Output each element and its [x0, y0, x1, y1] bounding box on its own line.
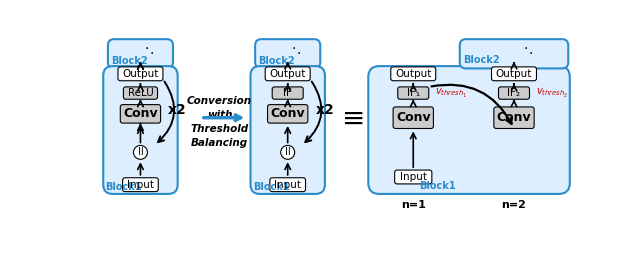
- FancyBboxPatch shape: [460, 39, 568, 68]
- FancyBboxPatch shape: [270, 178, 305, 192]
- Text: Output: Output: [395, 69, 431, 79]
- Text: II: II: [285, 147, 291, 157]
- FancyBboxPatch shape: [123, 178, 158, 192]
- Text: Conversion
with
Threshold
Balancing: Conversion with Threshold Balancing: [187, 95, 252, 148]
- Text: II: II: [138, 147, 143, 157]
- FancyBboxPatch shape: [108, 39, 173, 68]
- Text: Output: Output: [496, 69, 532, 79]
- Text: $v_{thresh_1}$: $v_{thresh_1}$: [435, 87, 467, 100]
- Text: $\equiv$: $\equiv$: [336, 104, 364, 132]
- FancyBboxPatch shape: [265, 67, 310, 81]
- FancyBboxPatch shape: [118, 67, 163, 81]
- Circle shape: [281, 145, 294, 159]
- Text: ·: ·: [528, 47, 532, 61]
- Text: Block1: Block1: [106, 182, 142, 192]
- Text: IF₂: IF₂: [508, 88, 520, 98]
- FancyBboxPatch shape: [492, 67, 536, 81]
- FancyBboxPatch shape: [391, 67, 436, 81]
- Text: n=1: n=1: [401, 200, 426, 210]
- Text: Block2: Block2: [111, 56, 148, 66]
- FancyBboxPatch shape: [255, 39, 320, 68]
- Text: Block2: Block2: [463, 55, 500, 65]
- Circle shape: [134, 145, 147, 159]
- Text: x2: x2: [316, 103, 334, 117]
- Text: IF₁: IF₁: [406, 88, 420, 98]
- Text: x2: x2: [168, 103, 187, 117]
- Text: Output: Output: [269, 69, 306, 79]
- FancyBboxPatch shape: [124, 87, 157, 99]
- FancyBboxPatch shape: [393, 107, 433, 128]
- Text: Block1: Block1: [419, 181, 455, 191]
- Text: Conv: Conv: [123, 107, 158, 120]
- Text: Input: Input: [274, 180, 301, 190]
- Text: ·: ·: [296, 47, 301, 61]
- Text: Conv: Conv: [270, 107, 305, 120]
- Text: ·: ·: [145, 42, 149, 56]
- Text: Conv: Conv: [497, 111, 531, 124]
- Text: $v_{thresh_2}$: $v_{thresh_2}$: [536, 87, 568, 100]
- FancyBboxPatch shape: [395, 170, 432, 184]
- FancyBboxPatch shape: [268, 104, 308, 123]
- Text: Block1: Block1: [253, 182, 289, 192]
- Text: ·: ·: [292, 42, 296, 56]
- Text: Block2: Block2: [259, 56, 295, 66]
- Text: ReLU: ReLU: [127, 88, 154, 98]
- Text: ·: ·: [149, 47, 154, 61]
- Text: ·: ·: [524, 42, 528, 56]
- FancyBboxPatch shape: [272, 87, 303, 99]
- Text: Conv: Conv: [396, 111, 431, 124]
- FancyBboxPatch shape: [368, 66, 570, 194]
- Text: Input: Input: [400, 172, 427, 182]
- Text: n=2: n=2: [502, 200, 527, 210]
- Text: Output: Output: [122, 69, 159, 79]
- Text: IF: IF: [284, 88, 292, 98]
- FancyBboxPatch shape: [103, 66, 178, 194]
- FancyBboxPatch shape: [494, 107, 534, 128]
- Text: Input: Input: [127, 180, 154, 190]
- FancyBboxPatch shape: [499, 87, 529, 99]
- FancyBboxPatch shape: [250, 66, 325, 194]
- FancyBboxPatch shape: [120, 104, 161, 123]
- FancyBboxPatch shape: [397, 87, 429, 99]
